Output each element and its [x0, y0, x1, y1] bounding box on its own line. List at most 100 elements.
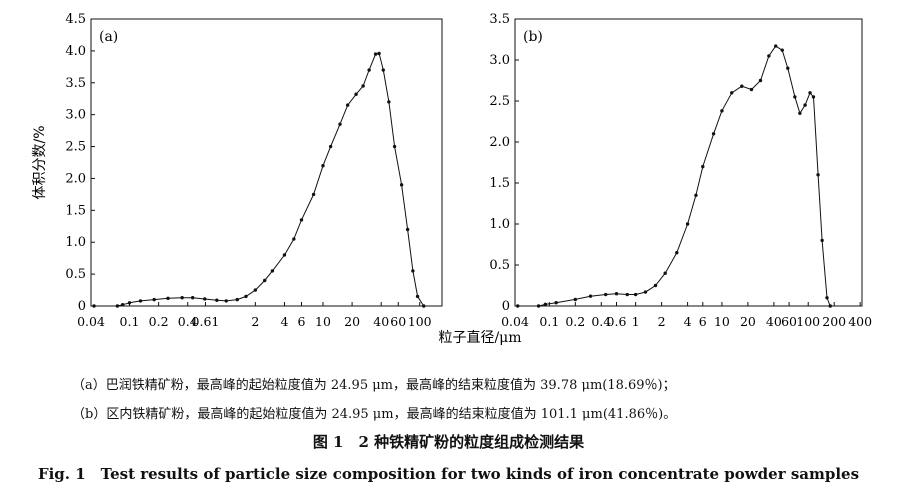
data-point	[354, 92, 358, 96]
x-tick-label: 6	[298, 314, 306, 329]
data-point	[820, 238, 824, 243]
data-point	[253, 288, 258, 292]
x-tick-label: 4	[280, 314, 288, 329]
x-tick-label: 20	[740, 314, 756, 329]
x-tick-label: 1	[632, 314, 640, 329]
data-point	[115, 304, 120, 308]
x-tick-label: 0.04	[77, 314, 105, 329]
data-point	[825, 296, 829, 300]
x-tick-label: 0.6	[607, 314, 627, 329]
y-axis-label-a: 体积分数/%	[32, 125, 48, 199]
y-tick-label: 1.0	[65, 235, 86, 250]
data-point	[554, 301, 558, 305]
data-point	[685, 222, 690, 226]
x-tick-label: 0.2	[149, 314, 169, 329]
chart-b: 0 0.5 1.0 1.5 2.0 2.5 3.0 3.5 0.04 0.1 0.2 0.40.6 1 2…	[489, 12, 872, 329]
data-point	[311, 192, 316, 197]
data-point	[625, 292, 629, 297]
data-point	[92, 304, 96, 308]
caption-note-b: （b）区内铁精矿粉，最高峰的起始粒度值为 24.95 μm，最高峰的结束粒度值为…	[72, 407, 677, 422]
y-tick-label: 2.0	[489, 135, 510, 150]
data-point	[338, 122, 342, 126]
x-tick-label: 0.04	[501, 314, 529, 329]
data-point	[152, 297, 156, 302]
data-point	[180, 296, 184, 300]
data-point	[633, 292, 638, 297]
data-point	[786, 66, 790, 70]
x-tick-label: 200	[822, 314, 846, 329]
data-point	[224, 299, 228, 303]
data-point	[270, 269, 275, 273]
caption-note-a: （a）巴润铁精矿粉，最高峰的起始粒度值为 24.95 μm，最高峰的结束粒度值为…	[72, 378, 676, 393]
data-point	[516, 304, 520, 308]
x-tick-label: 0.4	[591, 314, 611, 329]
data-point	[263, 278, 267, 283]
data-point	[740, 84, 744, 88]
data-point	[808, 91, 812, 95]
x-tick-label: 6	[699, 314, 707, 329]
data-point	[758, 78, 763, 83]
data-point	[643, 290, 648, 294]
panel-label-b: (b)	[523, 29, 543, 45]
y-tick-label: 1.5	[489, 176, 510, 191]
data-point	[573, 297, 578, 302]
data-point	[803, 103, 807, 107]
y-tick-label: 0.5	[489, 258, 510, 273]
x-tick-label: 2	[658, 314, 666, 329]
y-tick-label: 3.5	[489, 12, 510, 27]
x-tick-label: 100	[796, 314, 820, 329]
data-point	[811, 95, 816, 99]
data-point	[793, 95, 797, 99]
x-tick-label: 10	[315, 314, 331, 329]
data-point	[730, 91, 734, 95]
data-point	[411, 269, 415, 273]
data-point	[399, 183, 404, 187]
data-point	[694, 193, 698, 197]
data-point	[816, 173, 820, 177]
data-point	[392, 144, 397, 149]
x-tick-label: 40	[766, 314, 782, 329]
data-point	[536, 304, 541, 308]
data-point	[798, 111, 802, 116]
data-point	[663, 271, 667, 275]
data-point	[780, 48, 784, 52]
data-point	[749, 87, 754, 92]
y-tick-label: 3.0	[489, 53, 510, 68]
data-point	[367, 68, 371, 72]
data-point	[614, 292, 619, 296]
data-point	[235, 297, 239, 302]
y-tick-label: 0	[78, 299, 86, 314]
plot-frame-b	[514, 18, 863, 307]
data-point	[120, 303, 125, 307]
x-tick-label: 0.4	[178, 314, 198, 329]
plot-frame-a	[90, 18, 443, 307]
data-point	[282, 253, 287, 257]
shared-x-axis-label: 粒子直径/μm	[438, 329, 521, 346]
data-point	[361, 84, 365, 88]
x-tick-label: 2	[251, 314, 259, 329]
y-tick-label: 4.0	[65, 44, 86, 59]
series-line-b	[517, 45, 831, 307]
x-tick-label: 60	[781, 314, 797, 329]
y-tick-label: 2.0	[65, 171, 86, 186]
data-point	[328, 144, 333, 149]
data-point	[292, 237, 296, 241]
figure-title-en: Fig. 1 Test results of particle size com…	[37, 465, 860, 483]
data-point	[711, 132, 716, 136]
y-tick-label: 1.5	[65, 203, 86, 218]
chart-a: 0 0.5 1.0 1.5 2.0 2.5 3.0 3.5 4.0 4.5 0.04 0.1 0.2 0.…	[32, 12, 443, 329]
x-tick-label: 400	[848, 314, 872, 329]
series-line-a	[94, 52, 425, 307]
figure-panels: 粒子直径/μm 0 0.5 1.0 1.5 2.0 2.5 3.0 3.5 4.0 4.5 0.04…	[32, 12, 872, 346]
x-tick-label: 100	[408, 314, 432, 329]
panel-label-a: (a)	[99, 29, 118, 45]
data-point	[244, 294, 248, 299]
data-point	[377, 51, 381, 56]
data-point	[345, 103, 350, 107]
data-point	[701, 164, 705, 169]
y-tick-label: 0	[502, 299, 510, 314]
data-point	[127, 301, 132, 305]
y-tick-label: 2.5	[489, 94, 510, 109]
x-tick-label: 10	[714, 314, 730, 329]
x-tick-label: 0.61	[192, 314, 220, 329]
